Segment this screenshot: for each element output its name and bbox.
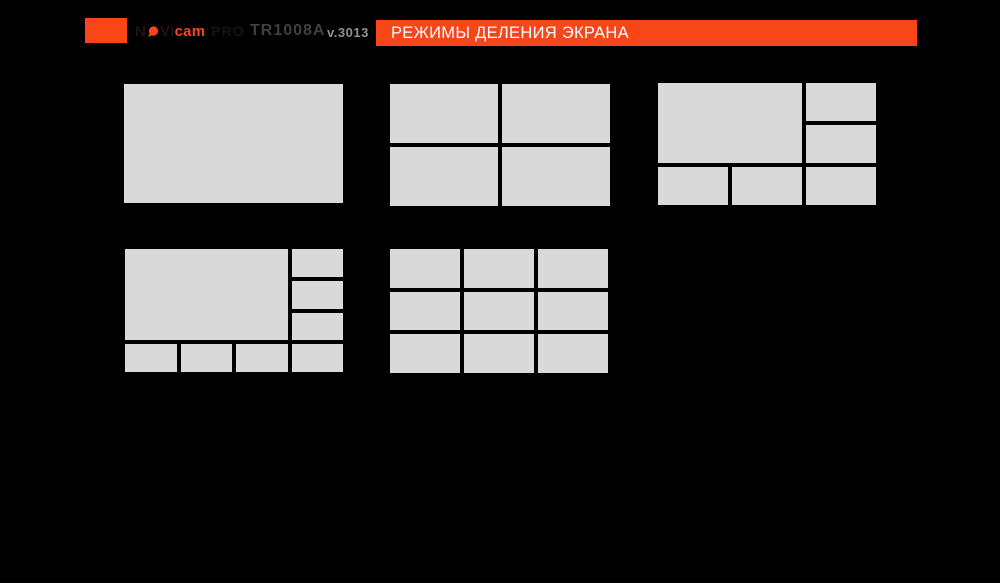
screen-cell [236,344,288,372]
screen-cell [464,249,534,288]
screen-cell [464,291,534,331]
screen-cell [806,125,876,163]
screen-cell [180,344,232,372]
screen-cell [390,291,460,331]
model-number: TR1008A [250,22,326,39]
split-diagram-9-screen [390,249,608,373]
screen-cell [291,344,343,372]
screen-cell [806,83,876,121]
screen-cell [464,334,534,373]
screen-cell [124,84,343,203]
brand-color-block [85,18,127,43]
screen-cell [502,84,610,143]
section-title: РЕЖИМЫ ДЕЛЕНИЯ ЭКРАНА [391,23,629,42]
screen-cell [291,280,343,309]
screen-cell [291,249,343,277]
logo-text-cam: cam [174,22,206,40]
split-diagram-6-screen [658,83,876,205]
screen-cell [658,167,728,205]
screen-cell [291,312,343,341]
logo-text-n: N [135,22,147,40]
firmware-version: v.3013 [327,25,369,40]
screen-cell [658,83,802,163]
screen-cell [125,249,288,341]
split-diagram-8-screen [125,249,343,372]
screen-cell [732,167,802,205]
brand-logo: N VI cam PRO [135,19,245,43]
screen-cell [502,147,610,206]
screen-cell [390,147,498,206]
screen-cell [806,167,876,205]
screen-cell [538,334,608,373]
screen-cell [538,249,608,288]
screen-cell [125,344,177,372]
logo-text-vi: VI [160,22,175,40]
screen-cell [390,249,460,288]
camera-icon [147,25,159,37]
split-diagram-1-screen [124,84,343,203]
split-diagram-4-screen [390,84,610,206]
logo-text-pro: PRO [211,23,245,39]
screen-cell [538,291,608,331]
screen-cell [390,84,498,143]
screen-cell [390,334,460,373]
section-title-banner: РЕЖИМЫ ДЕЛЕНИЯ ЭКРАНА [376,20,917,46]
